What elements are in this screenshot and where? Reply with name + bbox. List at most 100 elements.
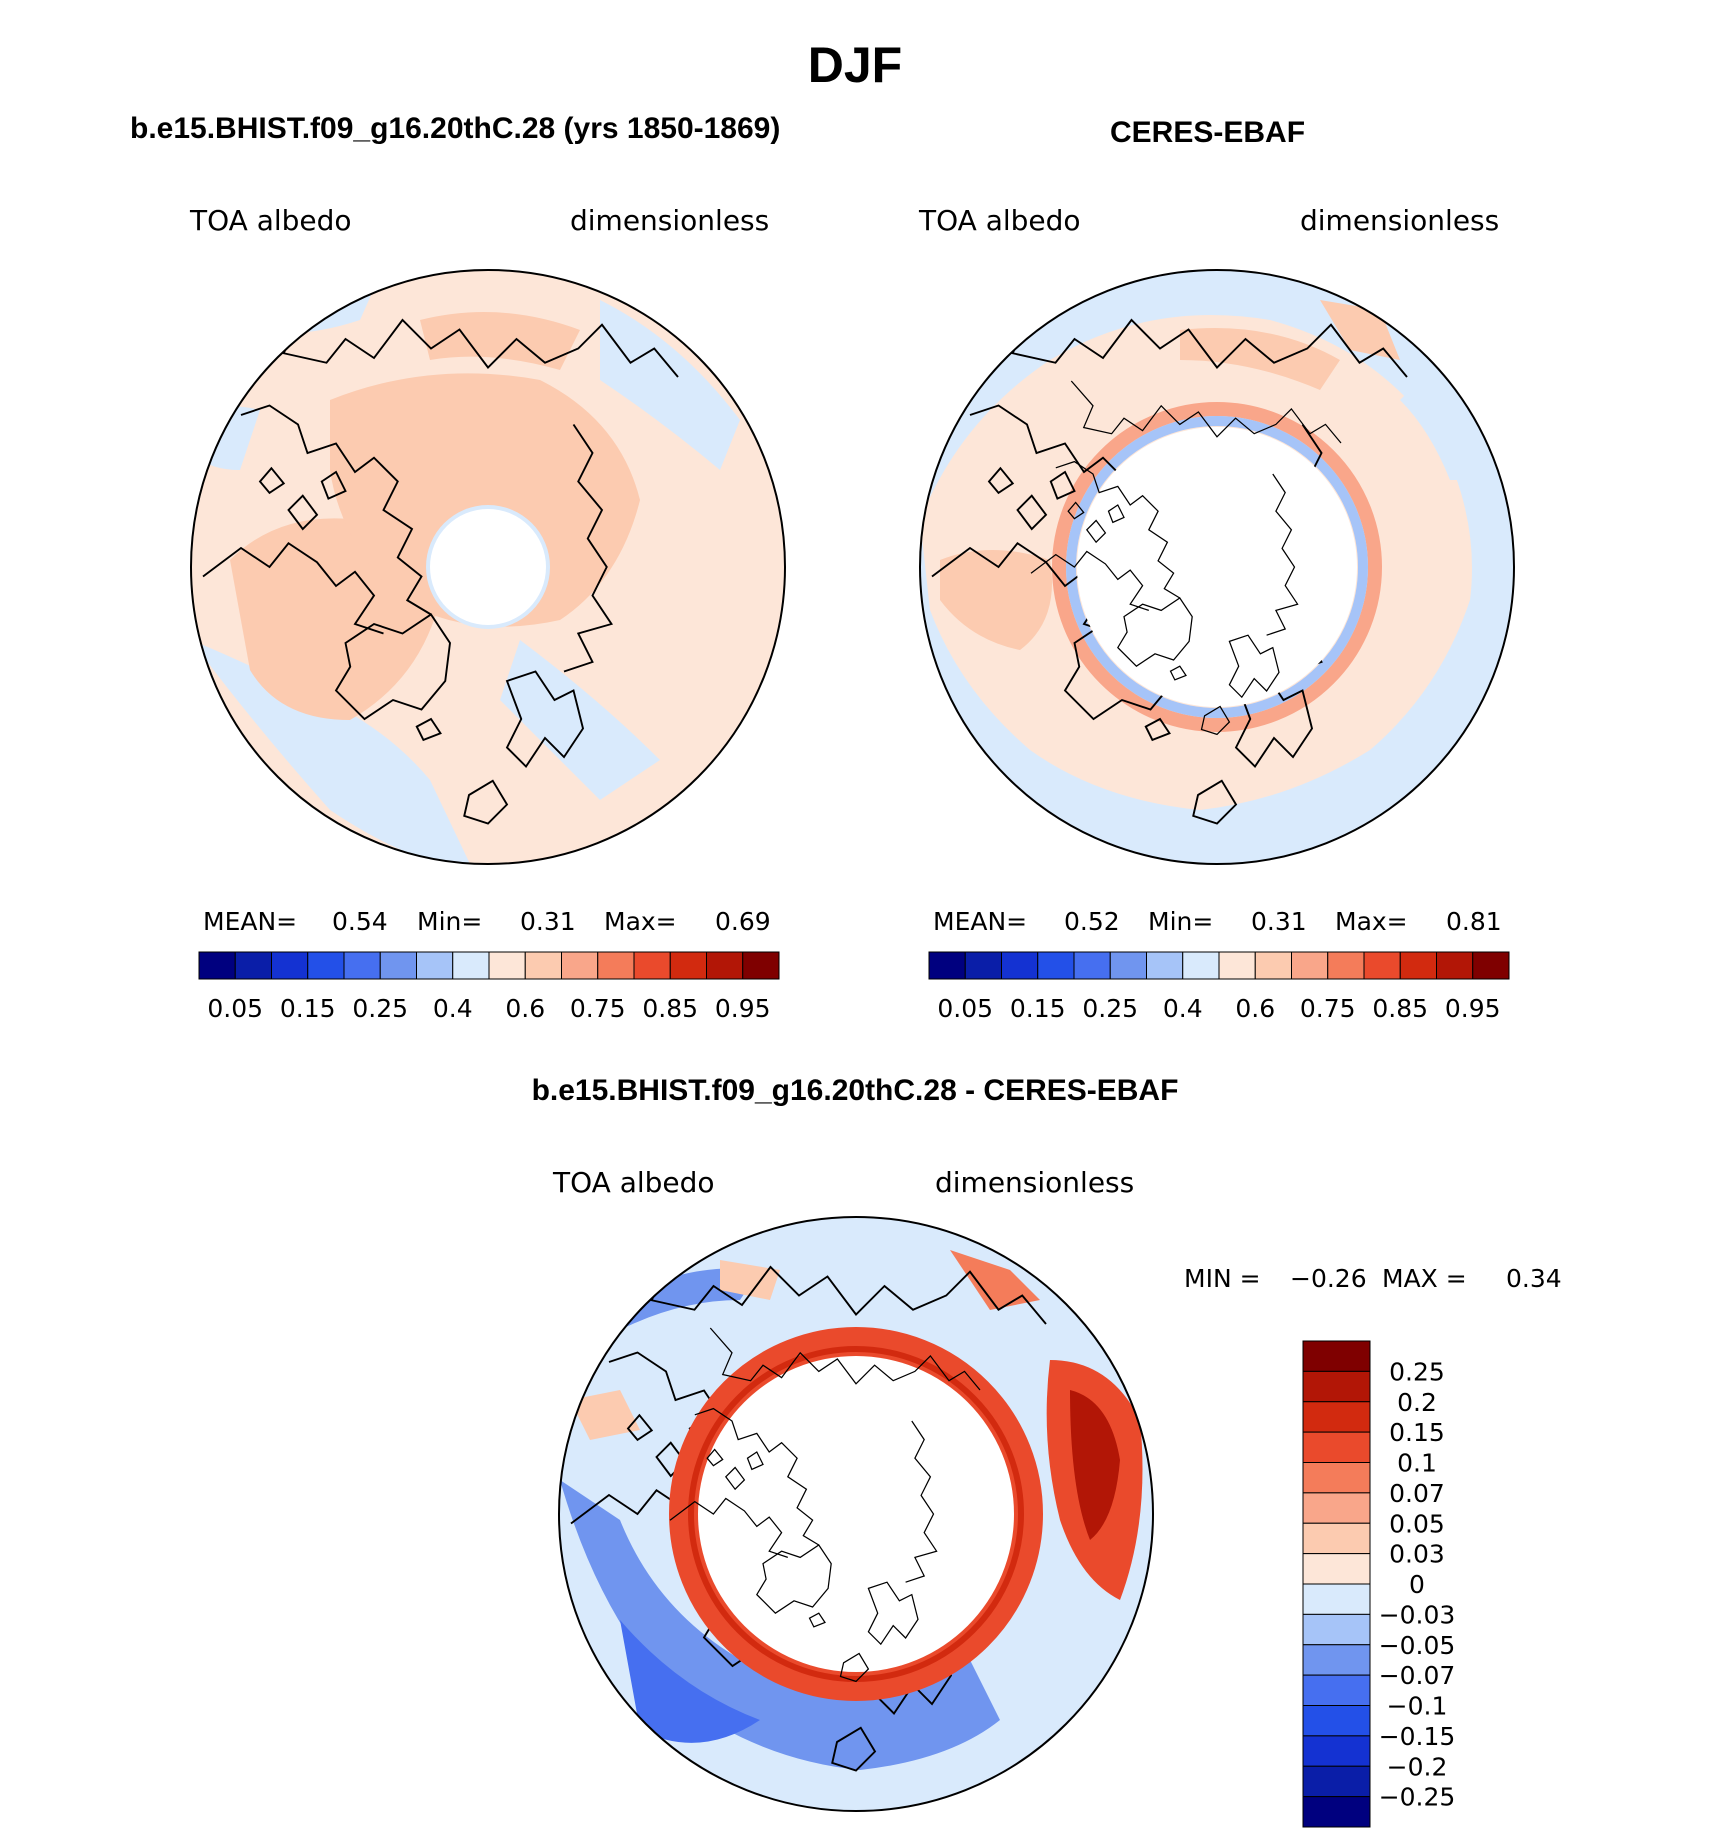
colorbar-swatch [1302, 1553, 1371, 1585]
colorbar-tick-label: 0.15 [1010, 994, 1066, 1023]
colorbar-swatch [1073, 951, 1111, 980]
colorbar-swatch [1146, 951, 1184, 980]
colorbar-tick-label: 0.75 [1300, 994, 1356, 1023]
colorbar-tick-label: 0.15 [280, 994, 336, 1023]
colorbar-swatch [928, 951, 966, 980]
stats-min-label: Min= [417, 907, 482, 936]
stats-min-value: 0.31 [520, 907, 576, 936]
colorbar-swatch [452, 951, 490, 980]
colorbar-tick-label: 0.05 [207, 994, 263, 1023]
colorbar-swatch [964, 951, 1002, 980]
colorbar-tick-label: −0.03 [1379, 1600, 1456, 1629]
colorbar-swatch [1302, 1613, 1371, 1646]
colorbar-swatch [561, 951, 599, 980]
colorbar-swatch [1302, 1644, 1371, 1676]
colorbar-swatch [271, 951, 309, 980]
colorbar-swatch [488, 951, 526, 980]
colorbar-tick-label: 0.85 [642, 994, 698, 1023]
colorbar-swatch [1182, 951, 1220, 980]
colorbar-swatch [633, 951, 671, 980]
colorbar-tick-label: 0.03 [1389, 1540, 1445, 1569]
colorbar-tick-label: 0.25 [1389, 1357, 1445, 1386]
colorbar-swatch [1327, 951, 1365, 980]
panel-model-variable: TOA albedo [189, 204, 352, 237]
stats-max-value: 0.81 [1446, 907, 1502, 936]
colorbar-tick-label: 0.25 [1082, 994, 1138, 1023]
colorbar-tick-label: 0.95 [715, 994, 771, 1023]
panel-difference-title: b.e15.BHIST.f09_g16.20thC.28 - CERES-EBA… [532, 1074, 1179, 1107]
panel-observation-title: CERES-EBAF [1110, 116, 1305, 149]
map-difference [559, 1217, 1153, 1811]
colorbar-tick-label: −0.1 [1387, 1692, 1448, 1721]
colorbar-tick-label: 0.85 [1372, 994, 1428, 1023]
colorbar-swatch [1302, 1492, 1371, 1524]
colorbar-swatch [1302, 1705, 1371, 1737]
colorbar-swatch [1302, 1583, 1371, 1615]
panel-model: b.e15.BHIST.f09_g16.20thC.28 (yrs 1850-1… [130, 112, 786, 1023]
colorbar-tick-label: 0.6 [1235, 994, 1275, 1023]
stats-min-label: MIN = [1184, 1264, 1261, 1293]
colorbar-tick-label: 0.4 [433, 994, 473, 1023]
stats-mean-value: 0.52 [1064, 907, 1120, 936]
stats-max-label: Max= [1335, 907, 1408, 936]
panel-observation-variable: TOA albedo [918, 204, 1081, 237]
colorbar-swatch [669, 951, 707, 980]
colorbar-swatch [1302, 1522, 1371, 1555]
colorbar-swatch [1218, 951, 1256, 980]
colorbar-swatch [1302, 1462, 1371, 1494]
colorbar-swatch [343, 951, 381, 980]
colorbar-tick-label: 0.25 [352, 994, 408, 1023]
colorbar-swatch [1302, 1370, 1371, 1403]
stats-max-value: 0.34 [1506, 1264, 1562, 1293]
panel-difference-variable: TOA albedo [552, 1166, 715, 1199]
colorbar-swatch [1302, 1796, 1371, 1828]
colorbar-model: 0.05 0.15 0.25 0.4 0.6 0.75 0.85 0.95 [198, 951, 780, 1023]
colorbar-swatch [597, 951, 635, 980]
colorbar-swatch [742, 951, 780, 980]
colorbar-swatch [1037, 951, 1075, 980]
colorbar-swatch [1472, 951, 1510, 980]
colorbar-swatch [1399, 951, 1437, 980]
colorbar-tick-label: 0.05 [937, 994, 993, 1023]
stats-mean-value: 0.54 [332, 907, 388, 936]
stats-max-label: Max= [604, 907, 677, 936]
map-model [191, 270, 785, 864]
colorbar-tick-label: 0.6 [505, 994, 545, 1023]
panel-observation: CERES-EBAF TOA albedo dimensionless MEAN… [918, 116, 1515, 1023]
colorbar-swatch [1302, 1431, 1371, 1463]
stats-min-label: Min= [1148, 907, 1213, 936]
colorbar-tick-label: 0.95 [1445, 994, 1501, 1023]
colorbar-swatch [524, 951, 562, 980]
colorbar-tick-label: 0 [1409, 1570, 1425, 1599]
colorbar-tick-label: −0.2 [1387, 1752, 1448, 1781]
colorbar-swatch [1363, 951, 1401, 980]
colorbar-swatch [198, 951, 236, 980]
colorbar-tick-label: −0.25 [1379, 1783, 1456, 1812]
colorbar-observation: 0.05 0.15 0.25 0.4 0.6 0.75 0.85 0.95 [928, 951, 1510, 1023]
colorbar-tick-label: −0.05 [1379, 1631, 1456, 1660]
panel-difference: b.e15.BHIST.f09_g16.20thC.28 - CERES-EBA… [532, 1074, 1562, 1828]
colorbar-swatch [1302, 1674, 1371, 1706]
panel-observation-units: dimensionless [1300, 204, 1499, 237]
stats-mean-label: MEAN= [933, 907, 1027, 936]
colorbar-swatch [416, 951, 454, 980]
stats-mean-label: MEAN= [203, 907, 297, 936]
colorbar-swatch [307, 951, 345, 980]
panel-model-title: b.e15.BHIST.f09_g16.20thC.28 (yrs 1850-1… [130, 112, 780, 145]
colorbar-tick-label: 0.2 [1397, 1388, 1437, 1417]
colorbar-swatch [1302, 1765, 1371, 1798]
panel-difference-units: dimensionless [935, 1166, 1134, 1199]
colorbar-swatch [1254, 951, 1292, 980]
colorbar-swatch [1291, 951, 1329, 980]
colorbar-tick-label: −0.15 [1379, 1722, 1456, 1751]
figure-title: DJF [808, 37, 902, 93]
colorbar-tick-label: 0.07 [1389, 1479, 1445, 1508]
colorbar-swatch [1001, 951, 1039, 980]
colorbar-swatch [1302, 1401, 1371, 1433]
colorbar-difference: 0.250.20.150.10.070.050.030−0.03−0.05−0.… [1302, 1340, 1456, 1828]
stats-min-value: −0.26 [1290, 1264, 1367, 1293]
colorbar-swatch [706, 951, 744, 980]
colorbar-tick-label: 0.1 [1397, 1449, 1437, 1478]
colorbar-tick-label: 0.4 [1163, 994, 1203, 1023]
